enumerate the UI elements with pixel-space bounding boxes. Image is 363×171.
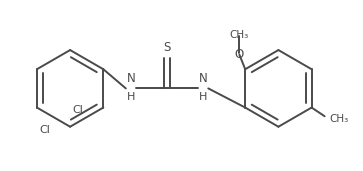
Text: CH₃: CH₃ (230, 30, 249, 40)
Text: CH₃: CH₃ (329, 114, 348, 124)
Text: O: O (235, 48, 244, 61)
Text: H: H (127, 93, 135, 102)
Text: H: H (199, 93, 207, 102)
Text: Cl: Cl (72, 106, 83, 115)
Text: Cl: Cl (39, 125, 50, 135)
Text: methoxy: methoxy (241, 34, 247, 35)
Text: S: S (163, 41, 171, 54)
Text: N: N (126, 72, 135, 85)
Text: N: N (199, 72, 208, 85)
